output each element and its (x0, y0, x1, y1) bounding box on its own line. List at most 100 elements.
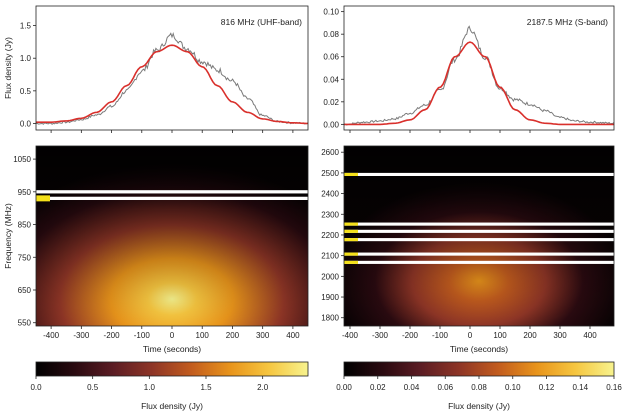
xtick-label: 100 (196, 331, 210, 340)
xtick-label: 0 (170, 331, 175, 340)
colorbar-tick-label: 0.04 (404, 383, 420, 392)
right-colorbar: 0.00 0.02 0.04 0.06 0.08 0.10 0.12 0.14 0.16 Flu… (336, 361, 622, 411)
xtick-label: 200 (523, 331, 537, 340)
left-colorbar-label: Flux density (Jy) (141, 401, 203, 411)
ytick-label: 2500 (321, 169, 339, 178)
xtick-label: 300 (553, 331, 567, 340)
top-left-lightcurve-panel: 0.0 0.5 1.0 1.5 816 MHz (UHF-band) Flux den… (3, 5, 309, 133)
ytick-label: 0.08 (323, 30, 339, 39)
left-colorbar-ticks: 0.0 0.5 1.0 1.5 2.0 (30, 376, 269, 392)
masked-band (344, 252, 614, 256)
xtick-label: 300 (256, 331, 270, 340)
top-left-yticks: 0.0 0.5 1.0 1.5 (20, 22, 36, 128)
masked-band (344, 172, 614, 176)
colorbar-tick-label: 1.0 (144, 383, 156, 392)
bottom-left-top-fade (36, 146, 308, 326)
masked-band (344, 260, 614, 264)
colorbar-tick-label: 0.12 (539, 383, 555, 392)
ytick-label: 1.0 (20, 54, 32, 63)
flag-marker (344, 172, 358, 176)
ytick-label: 1900 (321, 293, 339, 302)
ytick-label: 850 (18, 221, 32, 230)
ytick-label: 0.0 (20, 119, 32, 128)
flag-marker (344, 252, 358, 256)
ytick-label: 750 (18, 253, 32, 262)
ytick-label: 2100 (321, 252, 339, 261)
top-right-lightcurve-panel: 0.00 0.02 0.04 0.06 0.08 0.10 2187.5 MHz (S-b… (323, 5, 615, 133)
colorbar-tick-label: 2.0 (257, 383, 269, 392)
ytick-label: 2600 (321, 148, 339, 157)
bottom-right-axes-frame (343, 145, 615, 327)
top-left-xtick-marks (50, 130, 294, 133)
colorbar-tick-label: 0.06 (437, 383, 453, 392)
flag-marker (344, 229, 358, 233)
top-left-fit-lines (36, 31, 308, 125)
top-right-fit-line (344, 41, 614, 126)
bottom-right-xticks: -400 -300 -200 -100 0 100 200 300 400 (342, 326, 597, 340)
bottom-left-xticks: -400 -300 -200 -100 0 100 200 300 400 (43, 326, 300, 340)
flag-marker (36, 195, 50, 202)
top-right-yticks: 0.00 0.02 0.04 0.06 0.08 0.10 (323, 8, 344, 129)
ytick-label: 2300 (321, 210, 339, 219)
masked-band (344, 222, 614, 226)
flag-marker (344, 222, 358, 226)
ytick-label: 0.04 (323, 75, 339, 84)
flag-marker (344, 260, 358, 264)
xtick-label: -200 (402, 331, 419, 340)
colorbar-tick-label: 1.5 (200, 383, 212, 392)
right-colorbar-ticks: 0.00 0.02 0.04 0.06 0.08 0.10 0.12 0.14 0.16 (336, 376, 622, 392)
masked-band (36, 190, 308, 194)
ytick-label: 950 (18, 188, 32, 197)
bottom-left-yticks: 550 650 750 850 950 1050 (13, 155, 36, 328)
top-right-xtick-marks (349, 130, 591, 133)
xtick-label: 100 (493, 331, 507, 340)
bottom-left-xlabel: Time (seconds) (143, 344, 201, 354)
ytick-label: 650 (18, 286, 32, 295)
colorbar-tick-label: 0.16 (606, 383, 622, 392)
xtick-label: 200 (226, 331, 240, 340)
ytick-label: 0.5 (20, 87, 32, 96)
right-colorbar-gradient (343, 361, 615, 377)
masked-band (344, 229, 614, 233)
right-colorbar-label: Flux density (Jy) (448, 401, 510, 411)
top-left-ylabel: Flux density (Jy) (3, 37, 13, 99)
xtick-label: -200 (104, 331, 121, 340)
flag-marker (344, 238, 358, 242)
ytick-label: 0.00 (323, 120, 339, 129)
masked-band (344, 238, 614, 242)
xtick-label: 400 (286, 331, 300, 340)
ytick-label: 550 (18, 319, 32, 328)
colorbar-tick-label: 0.5 (87, 383, 99, 392)
xtick-label: 0 (468, 331, 473, 340)
left-colorbar-gradient (35, 361, 309, 377)
ytick-label: 2400 (321, 190, 339, 199)
ytick-label: 2200 (321, 231, 339, 240)
colorbar-tick-label: 0.0 (30, 383, 42, 392)
xtick-label: -100 (432, 331, 449, 340)
masked-band (36, 196, 308, 200)
ytick-label: 0.10 (323, 8, 339, 17)
top-right-axes-frame (343, 5, 615, 131)
top-right-annotation: 2187.5 MHz (S-band) (527, 17, 608, 27)
bottom-right-yticks: 1800 1900 2000 2100 2200 2300 2400 2500 2600 (321, 148, 344, 323)
ytick-label: 1800 (321, 314, 339, 323)
ytick-label: 1050 (13, 155, 31, 164)
left-colorbar: 0.0 0.5 1.0 1.5 2.0 Flux density (Jy) (30, 361, 309, 411)
bottom-right-xlabel: Time (seconds) (450, 344, 508, 354)
xtick-label: -100 (134, 331, 151, 340)
top-left-annotation: 816 MHz (UHF-band) (221, 17, 302, 27)
bottom-left-dynamic-spectrum: 550 650 750 850 950 1050 -400 -300 -200 -100 0 100… (3, 145, 309, 354)
colorbar-tick-label: 0.00 (336, 383, 352, 392)
top-right-fit-lines (344, 25, 614, 126)
ytick-label: 0.06 (323, 53, 339, 62)
ytick-label: 1.5 (20, 22, 32, 31)
bottom-right-masked-bands (344, 172, 614, 264)
xtick-label: -300 (73, 331, 90, 340)
colorbar-tick-label: 0.14 (572, 383, 588, 392)
colorbar-tick-label: 0.02 (370, 383, 386, 392)
colorbar-tick-label: 0.08 (471, 383, 487, 392)
bottom-left-ylabel: Frequency (MHz) (3, 203, 13, 269)
top-right-data-line (344, 25, 614, 126)
